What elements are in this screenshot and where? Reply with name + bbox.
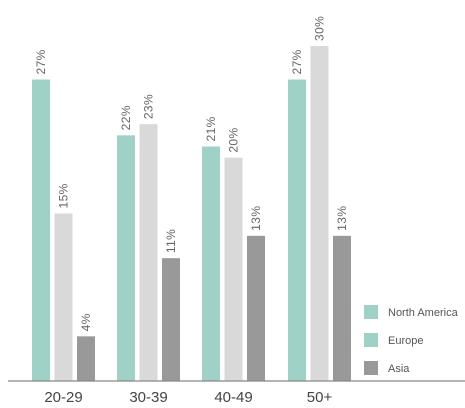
- value-label-asia-50: 13%: [335, 206, 349, 231]
- x-tick-labels: 20-29 30-39 40-49 50+: [44, 389, 332, 406]
- value-label-north-america-20-29: 27%: [34, 49, 48, 74]
- bar-europe-30-39: [139, 124, 158, 382]
- bar-asia-30-39: [162, 258, 180, 381]
- value-labels-layer: 27% 15% 4% 22% 23% 11% 21% 20% 13% 27% 30% 13%: [34, 16, 349, 332]
- legend-label-north-america: North America: [388, 307, 459, 319]
- value-label-asia-30-39: 11%: [164, 229, 178, 253]
- value-label-europe-50: 30%: [313, 16, 327, 41]
- value-label-north-america-50: 27%: [290, 49, 304, 74]
- bar-europe-20-29: [54, 213, 73, 381]
- legend-swatch-north-america: [364, 305, 378, 319]
- legend-label-europe: Europe: [388, 335, 423, 347]
- bar-north-america-30-39: [117, 135, 135, 381]
- bar-north-america-40-49: [202, 146, 220, 381]
- value-label-asia-40-49: 13%: [249, 206, 263, 231]
- value-label-europe-30-39: 23%: [142, 94, 156, 119]
- value-label-asia-20-29: 4%: [79, 313, 93, 331]
- bar-asia-50: [333, 235, 351, 381]
- x-tick-label-30-39: 30-39: [129, 389, 167, 406]
- value-label-europe-20-29: 15%: [57, 183, 71, 208]
- value-label-europe-40-49: 20%: [227, 127, 241, 152]
- bars-layer: [32, 46, 351, 382]
- x-tick-label-40-49: 40-49: [214, 389, 252, 406]
- bar-asia-40-49: [247, 235, 265, 381]
- legend-swatch-asia: [364, 361, 378, 375]
- bar-north-america-20-29: [32, 79, 50, 381]
- x-tick-label-50: 50+: [307, 389, 333, 406]
- legend-label-asia: Asia: [388, 363, 410, 375]
- value-label-north-america-40-49: 21%: [204, 116, 218, 141]
- x-tick-label-20-29: 20-29: [44, 389, 82, 406]
- legend: North America Europe Asia: [364, 305, 459, 375]
- bar-europe-40-49: [224, 157, 243, 381]
- bar-europe-50: [310, 46, 329, 381]
- legend-swatch-europe: [364, 333, 378, 347]
- value-label-north-america-30-39: 22%: [119, 105, 133, 130]
- bar-asia-20-29: [77, 336, 95, 381]
- bar-north-america-50: [288, 79, 306, 381]
